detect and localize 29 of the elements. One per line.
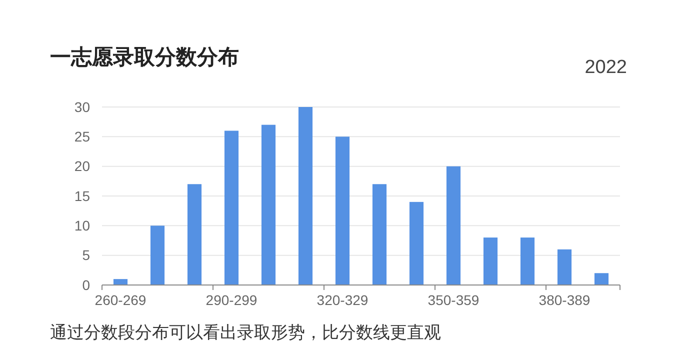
bar: [187, 184, 202, 285]
bar: [150, 226, 165, 285]
bar: [557, 249, 572, 285]
bar: [594, 273, 609, 285]
x-tick-label: 320-329: [316, 292, 368, 308]
x-tick-label: 290-299: [206, 292, 258, 308]
y-tick-label: 30: [74, 98, 90, 115]
chart-title: 一志愿录取分数分布: [50, 46, 239, 69]
bar: [520, 238, 535, 285]
x-tick-label: 380-389: [538, 292, 590, 308]
x-tick-label: 260-269: [94, 292, 146, 308]
y-tick-label: 5: [82, 247, 90, 264]
y-tick-label: 10: [74, 218, 90, 234]
y-tick-label: 25: [74, 128, 90, 145]
bar: [113, 279, 128, 285]
chart-subtitle: 2022: [584, 57, 627, 78]
bar: [224, 130, 239, 285]
bar: [446, 166, 461, 285]
y-tick-label: 20: [74, 158, 90, 174]
x-tick-label: 350-359: [428, 292, 480, 308]
bar: [335, 136, 350, 285]
bar: [372, 184, 387, 285]
y-tick-label: 15: [74, 188, 90, 204]
bar: [409, 202, 424, 285]
text: 通过分数段分布可以看出录取形势，比分数线更直观: [50, 323, 441, 342]
bar: [261, 124, 276, 285]
bar: [298, 107, 313, 285]
y-tick-label: 0: [82, 276, 90, 293]
bar: [483, 238, 498, 285]
